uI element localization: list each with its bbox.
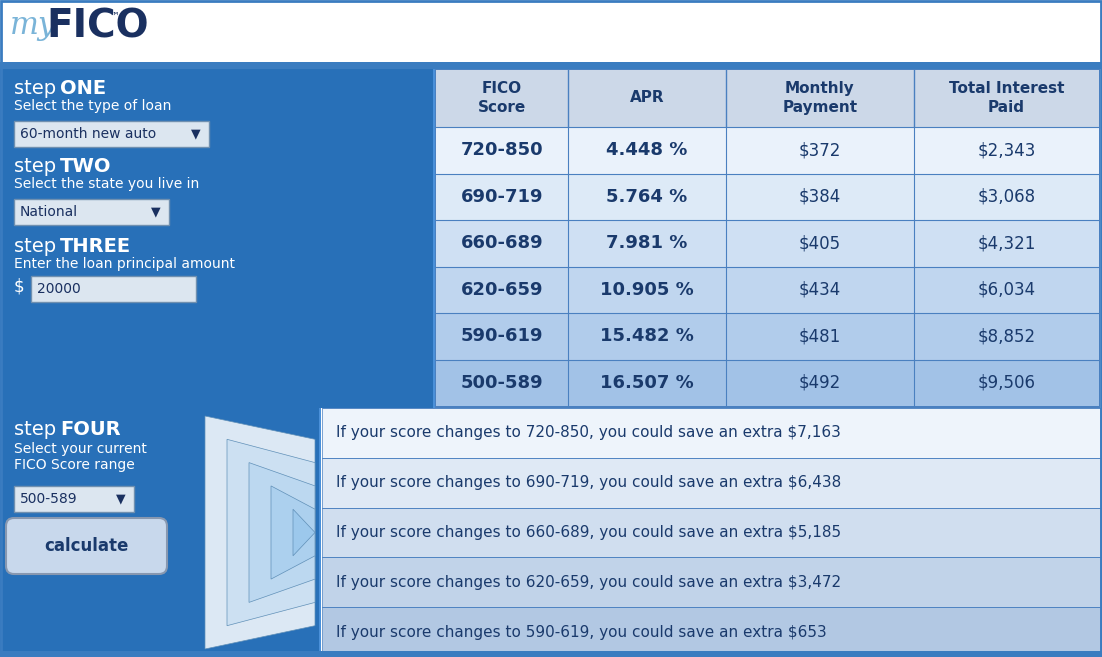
Text: $8,852: $8,852	[977, 327, 1036, 345]
Text: ▼: ▼	[116, 493, 126, 505]
Text: step: step	[14, 157, 63, 176]
Bar	[436, 313, 1099, 359]
Text: $4,321: $4,321	[977, 235, 1036, 252]
Text: 60-month new auto: 60-month new auto	[20, 127, 156, 141]
Text: $372: $372	[799, 141, 841, 159]
Bar	[322, 408, 1100, 458]
Text: Total Interest
Paid: Total Interest Paid	[949, 81, 1065, 115]
Bar	[322, 607, 1100, 657]
Text: Select the type of loan: Select the type of loan	[14, 99, 172, 113]
Text: If your score changes to 720-850, you could save an extra $7,163: If your score changes to 720-850, you co…	[336, 425, 841, 440]
Text: $3,068: $3,068	[977, 188, 1036, 206]
Text: step: step	[14, 237, 63, 256]
Text: 660-689: 660-689	[461, 235, 543, 252]
Text: FICO
Score: FICO Score	[478, 81, 526, 115]
Text: step: step	[14, 79, 63, 98]
Bar	[322, 557, 1100, 607]
Bar	[0, 62, 1102, 69]
Bar	[436, 359, 1099, 406]
Bar	[318, 408, 321, 657]
Text: calculate: calculate	[44, 537, 129, 555]
Text: If your score changes to 660-689, you could save an extra $5,185: If your score changes to 660-689, you co…	[336, 525, 841, 540]
Text: 4.448 %: 4.448 %	[606, 141, 688, 159]
Text: Monthly
Payment: Monthly Payment	[782, 81, 857, 115]
Bar	[436, 220, 1099, 267]
Text: step: step	[14, 420, 63, 439]
Text: 690-719: 690-719	[461, 188, 543, 206]
Text: ▼: ▼	[191, 127, 201, 141]
Bar	[436, 173, 1099, 220]
Bar	[436, 70, 1099, 127]
Text: FICO: FICO	[46, 8, 149, 46]
Bar	[0, 0, 1102, 65]
Bar	[0, 408, 320, 657]
Bar	[436, 127, 1099, 173]
Bar	[322, 508, 1100, 557]
Text: 500-589: 500-589	[461, 374, 543, 392]
Text: $405: $405	[799, 235, 841, 252]
Bar	[322, 458, 1100, 508]
Text: If your score changes to 690-719, you could save an extra $6,438: If your score changes to 690-719, you co…	[336, 475, 841, 490]
Text: 500-589: 500-589	[20, 492, 77, 506]
Text: ONE: ONE	[60, 79, 106, 98]
Polygon shape	[293, 509, 315, 556]
Polygon shape	[271, 486, 315, 579]
Text: FOUR: FOUR	[60, 420, 120, 439]
Polygon shape	[227, 440, 315, 625]
Bar	[14, 199, 169, 225]
Text: my: my	[10, 10, 56, 41]
Text: Select your current: Select your current	[14, 442, 147, 456]
Bar	[14, 486, 134, 512]
Text: 5.764 %: 5.764 %	[606, 188, 688, 206]
Text: $2,343: $2,343	[977, 141, 1036, 159]
Text: $384: $384	[799, 188, 841, 206]
Text: $: $	[14, 277, 24, 295]
Text: $481: $481	[799, 327, 841, 345]
Text: 16.507 %: 16.507 %	[601, 374, 694, 392]
Text: 620-659: 620-659	[461, 281, 543, 299]
Text: $6,034: $6,034	[977, 281, 1036, 299]
Text: If your score changes to 590-619, you could save an extra $653: If your score changes to 590-619, you co…	[336, 625, 826, 640]
Text: Enter the loan principal amount: Enter the loan principal amount	[14, 257, 235, 271]
Bar	[31, 276, 196, 302]
Text: Select the state you live in: Select the state you live in	[14, 177, 199, 191]
Text: 720-850: 720-850	[461, 141, 543, 159]
Bar	[0, 651, 1102, 657]
Polygon shape	[205, 416, 315, 649]
Bar	[0, 69, 434, 408]
Text: 15.482 %: 15.482 %	[601, 327, 694, 345]
Text: ™: ™	[108, 12, 119, 22]
FancyBboxPatch shape	[6, 518, 168, 574]
Text: 20000: 20000	[37, 282, 80, 296]
Text: ▼: ▼	[151, 206, 161, 219]
Text: 10.905 %: 10.905 %	[601, 281, 694, 299]
Bar	[436, 267, 1099, 313]
Polygon shape	[249, 463, 315, 602]
Bar	[14, 121, 209, 147]
Text: FICO Score range: FICO Score range	[14, 458, 134, 472]
Text: $492: $492	[799, 374, 841, 392]
Text: 7.981 %: 7.981 %	[606, 235, 688, 252]
Text: If your score changes to 620-659, you could save an extra $3,472: If your score changes to 620-659, you co…	[336, 575, 841, 590]
Text: National: National	[20, 205, 78, 219]
Text: APR: APR	[629, 91, 665, 106]
Bar	[433, 69, 435, 408]
Bar	[435, 69, 1100, 408]
Text: $9,506: $9,506	[977, 374, 1036, 392]
Text: 590-619: 590-619	[461, 327, 543, 345]
Text: TWO: TWO	[60, 157, 111, 176]
Text: $434: $434	[799, 281, 841, 299]
Text: THREE: THREE	[60, 237, 131, 256]
